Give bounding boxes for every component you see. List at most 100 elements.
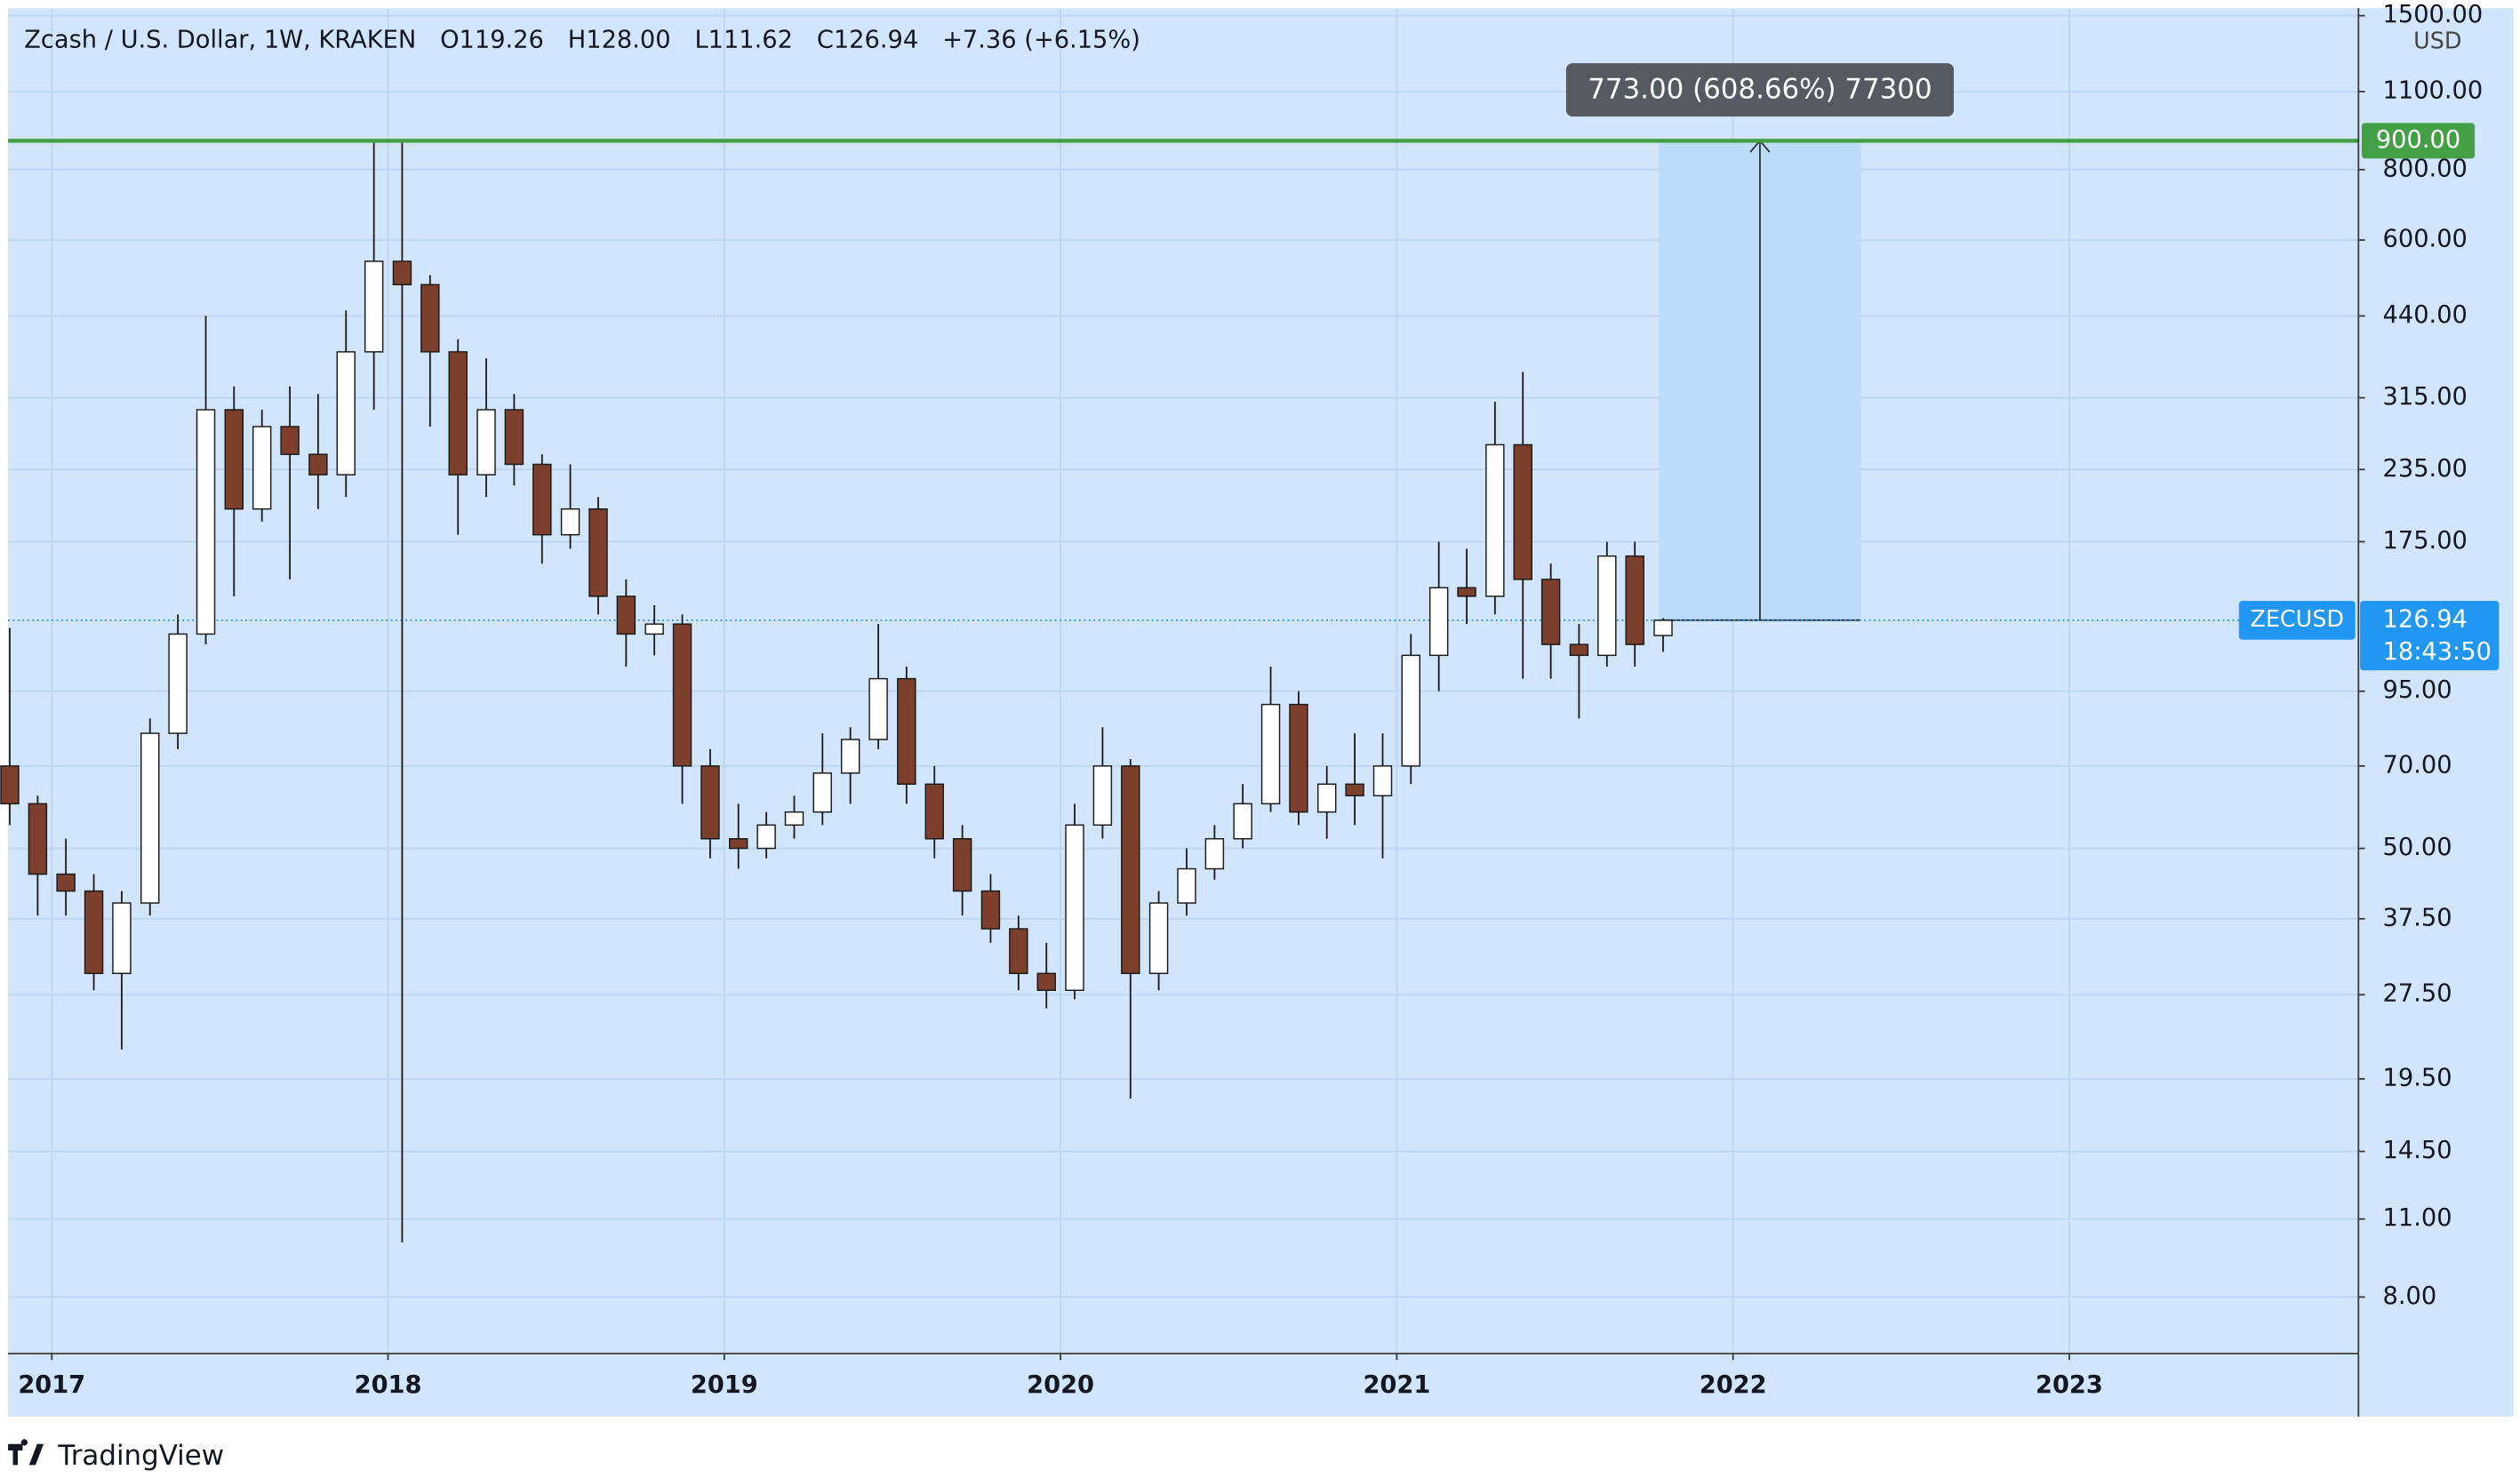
- candle-body: [56, 873, 76, 892]
- last-price-label: 126.94: [2383, 605, 2468, 633]
- y-tick-label: 1500.00: [2383, 1, 2484, 28]
- candle-body: [1204, 838, 1225, 870]
- y-tick-label: 235.00: [2383, 455, 2468, 483]
- x-tick-label: 2022: [1700, 1371, 1767, 1399]
- candle-body: [168, 633, 188, 734]
- horizontal-line-label: 900.00: [2376, 126, 2460, 154]
- candle-body: [812, 772, 833, 813]
- candle-body: [1428, 587, 1449, 657]
- y-tick-label: 600.00: [2383, 226, 2468, 253]
- candle-body: [448, 351, 468, 475]
- candle-body: [868, 677, 888, 740]
- high-label: H128.00: [568, 26, 671, 53]
- candle-body: [897, 677, 916, 786]
- candle-body: [0, 765, 20, 805]
- candle-body: [560, 507, 580, 536]
- currency-box: [2406, 24, 2472, 60]
- candle-body: [616, 595, 636, 635]
- candle-body: [112, 902, 132, 974]
- y-tick-label: 440.00: [2383, 301, 2468, 329]
- brand: TradingView: [57, 1440, 224, 1472]
- low-label: L111.62: [694, 26, 793, 53]
- candle-body: [308, 453, 328, 475]
- logo: TradingView: [8, 1439, 224, 1472]
- candle-body: [588, 507, 608, 597]
- x-tick-label: 2023: [2036, 1371, 2103, 1399]
- x-tick-label: 2021: [1363, 1371, 1430, 1399]
- candle-body: [392, 260, 412, 286]
- candle-body: [28, 803, 48, 875]
- y-tick-label: 175.00: [2383, 527, 2468, 555]
- candle-body: [1065, 824, 1084, 992]
- candle-body: [1401, 654, 1420, 767]
- symbol-label-box: [2238, 601, 2356, 640]
- candle-body: [644, 623, 664, 635]
- candle-body: [1148, 902, 1169, 974]
- y-tick-label: 800.00: [2383, 155, 2468, 182]
- candle-body: [1653, 619, 1673, 636]
- candle-body: [1316, 783, 1337, 813]
- candle-body: [1177, 867, 1196, 904]
- candle-body: [1036, 972, 1056, 992]
- candle-body: [1372, 765, 1393, 797]
- candle-body: [224, 409, 244, 510]
- countdown-label: 18:43:50: [2383, 638, 2492, 666]
- measure-label: 773.00 (608.66%) 77300: [1588, 74, 1932, 106]
- candle-body: [756, 824, 776, 850]
- candle-body: [1260, 703, 1281, 805]
- y-tick-label: 95.00: [2383, 676, 2452, 704]
- candle-body: [532, 463, 552, 536]
- candle-body: [1569, 643, 1589, 657]
- y-tick-label: 11.00: [2383, 1204, 2452, 1232]
- y-tick-label: 19.50: [2383, 1064, 2452, 1091]
- candle-body: [280, 426, 300, 455]
- candle-body: [1009, 928, 1028, 974]
- candle-body: [196, 409, 216, 635]
- horizontal-line-label-box: [2361, 123, 2476, 159]
- candle-body: [924, 783, 944, 840]
- candle-body: [1345, 783, 1364, 797]
- x-tick-label: 2019: [691, 1371, 758, 1399]
- candle-body: [1121, 765, 1140, 974]
- candle-body: [1092, 765, 1113, 827]
- x-tick-label: 2017: [18, 1371, 85, 1399]
- grid: [8, 8, 2359, 1354]
- symbol: Zcash / U.S. Dollar, 1W, KRAKEN: [24, 26, 416, 53]
- candle-body: [364, 260, 384, 353]
- candle-body: [980, 890, 1001, 930]
- y-tick-label: 50.00: [2383, 834, 2452, 861]
- candle-body: [1625, 555, 1644, 645]
- candle-body: [1457, 587, 1476, 597]
- candle-body: [1513, 443, 1532, 580]
- candle-body: [1597, 555, 1617, 657]
- candle-body: [784, 811, 804, 827]
- candle-body: [420, 284, 440, 353]
- close-label: C126.94: [817, 26, 918, 53]
- candle-body: [336, 351, 356, 475]
- logo-icon: [8, 1439, 44, 1466]
- y-tick-label: 315.00: [2383, 383, 2468, 411]
- currency: USD: [2413, 27, 2461, 53]
- x-tick-label: 2018: [355, 1371, 422, 1399]
- candle-body: [504, 409, 524, 466]
- y-tick-label: 8.00: [2383, 1282, 2437, 1310]
- candle-body: [700, 765, 720, 840]
- candle-body: [728, 838, 748, 850]
- symbol-label: ZECUSD: [2250, 605, 2344, 632]
- open-label: O119.26: [440, 26, 544, 53]
- last-price-box: [2360, 601, 2500, 671]
- y-tick-label: 37.50: [2383, 904, 2452, 931]
- y-tick-label: 1100.00: [2383, 77, 2484, 105]
- candle-body: [840, 739, 860, 774]
- x-tick-label: 2020: [1027, 1371, 1094, 1399]
- candle-body: [1289, 703, 1308, 813]
- candle-body: [672, 623, 692, 767]
- y-tick-label: 70.00: [2383, 751, 2452, 779]
- chart-background: [8, 8, 2514, 1417]
- candle-body: [140, 732, 160, 904]
- y-tick-label: 27.50: [2383, 980, 2452, 1008]
- header: Zcash / U.S. Dollar, 1W, KRAKEN O119.26 …: [24, 26, 1140, 53]
- y-tick-label: 14.50: [2383, 1137, 2452, 1164]
- candle-body: [84, 890, 104, 974]
